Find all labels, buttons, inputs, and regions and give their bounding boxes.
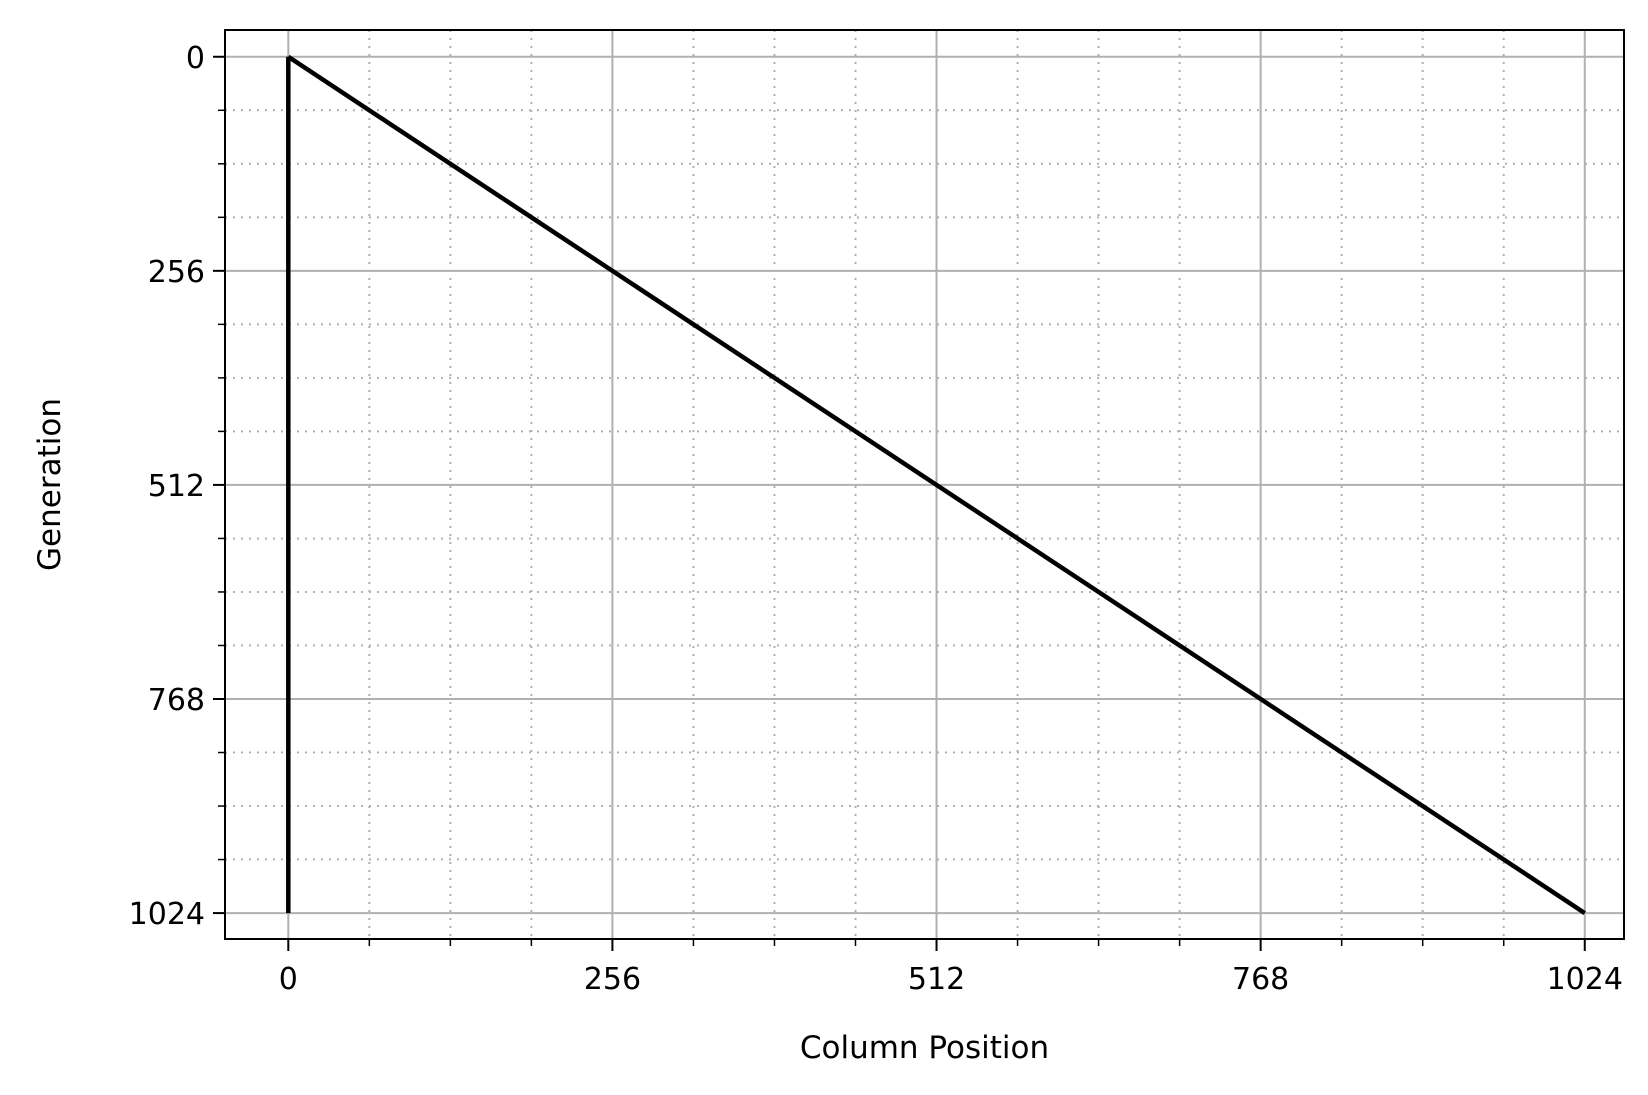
x-tick-label: 512 [908, 962, 965, 997]
y-tick-label: 768 [148, 683, 205, 718]
series-line [287, 54, 1586, 915]
x-tick-label: 768 [1232, 962, 1289, 997]
x-axis-label: Column Position [800, 1030, 1049, 1066]
y-tick-label: 256 [148, 255, 205, 290]
y-tick-label: 1024 [129, 897, 205, 932]
series-layer [286, 54, 1586, 915]
x-tick-label: 256 [584, 962, 641, 997]
y-axis-label: Generation [32, 398, 68, 571]
axis-ticks [213, 55, 1586, 951]
y-tick-label: 0 [186, 41, 205, 76]
minor-grid [225, 30, 1624, 939]
x-tick-label: 0 [279, 962, 298, 997]
x-tick-label: 1024 [1547, 962, 1623, 997]
y-tick-label: 512 [148, 469, 205, 504]
tick-labels: 0 256 512 768 1024 0 256 512 768 1024 [129, 41, 1623, 997]
